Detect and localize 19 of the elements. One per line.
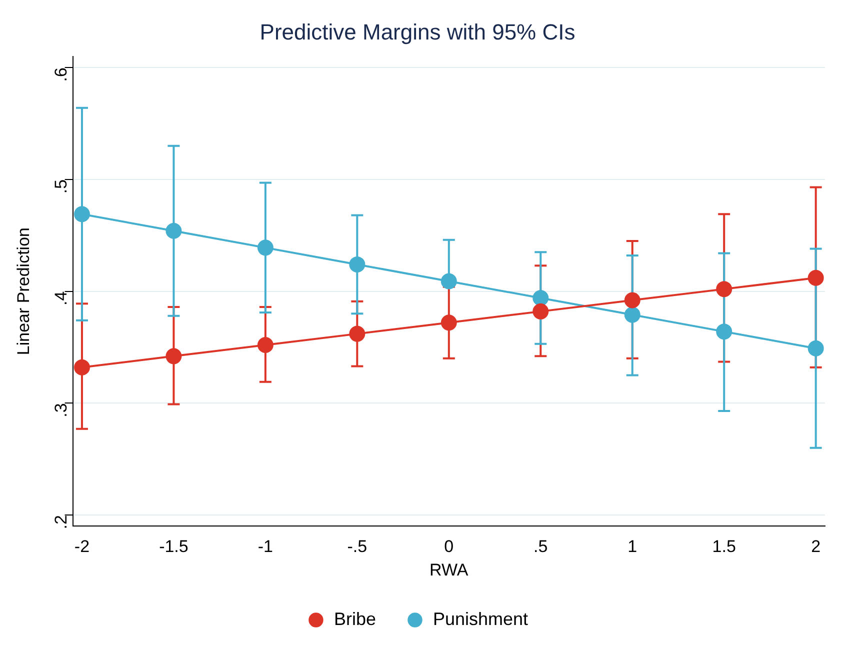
- y-tick-label: .2: [51, 515, 70, 530]
- legend-label: Bribe: [334, 608, 376, 629]
- x-tick-label: -2: [74, 537, 90, 556]
- chart-title: Predictive Margins with 95% CIs: [260, 19, 576, 44]
- x-tick-label: 2: [811, 537, 821, 556]
- y-tick-label: .6: [51, 68, 70, 82]
- y-tick-label: .5: [51, 179, 70, 194]
- x-tick-label: -1: [258, 537, 273, 556]
- x-axis-title: RWA: [430, 560, 469, 580]
- x-tick-label: -.5: [347, 537, 368, 556]
- x-tick-label: 1: [628, 537, 638, 556]
- x-tick-label: 0: [444, 537, 454, 556]
- x-tick-label: -1.5: [159, 537, 188, 556]
- x-tick-label: .5: [534, 537, 548, 556]
- y-tick-label: .4: [51, 291, 70, 306]
- x-tick-label: 1.5: [712, 537, 736, 556]
- legend-label: Punishment: [432, 608, 528, 629]
- y-tick-label: .3: [51, 403, 70, 418]
- y-axis-title: Linear Prediction: [14, 228, 33, 356]
